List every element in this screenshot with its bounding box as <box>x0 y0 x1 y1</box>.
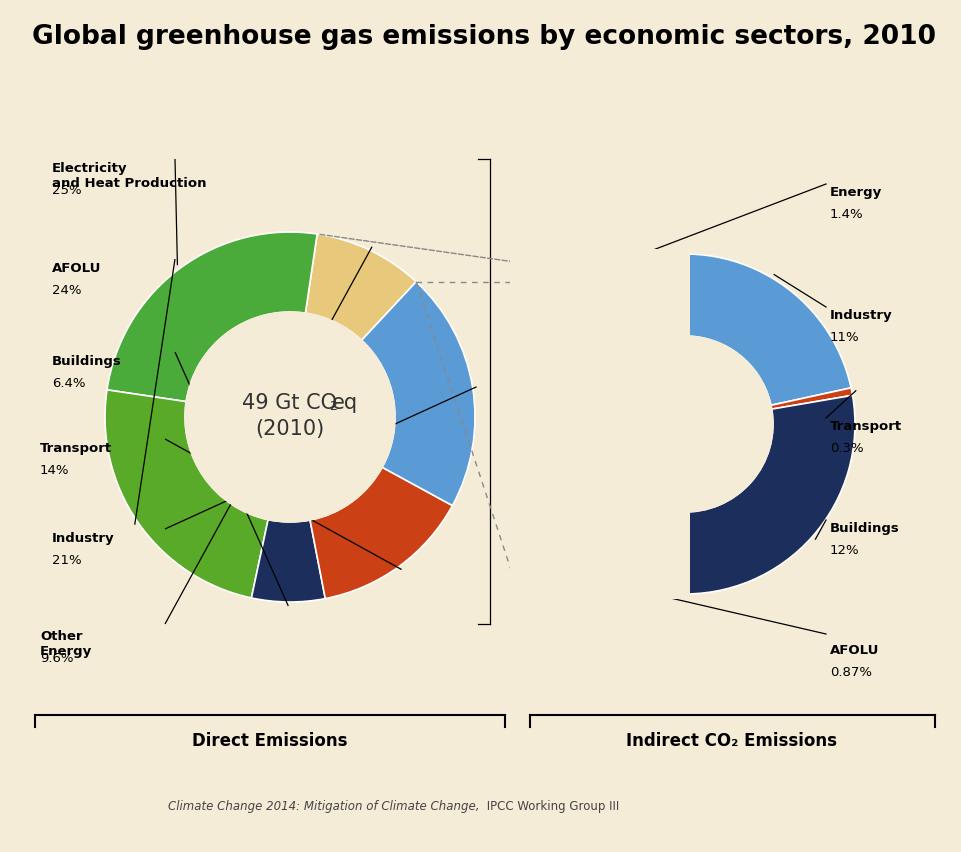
Text: 14%: 14% <box>40 464 69 477</box>
Text: Industry: Industry <box>52 532 114 545</box>
Wedge shape <box>361 282 475 505</box>
Text: Transport: Transport <box>830 420 902 433</box>
Wedge shape <box>678 395 855 594</box>
Text: 21%: 21% <box>52 554 82 567</box>
Text: 24%: 24% <box>52 284 82 297</box>
Text: Indirect CO₂ Emissions: Indirect CO₂ Emissions <box>627 732 837 750</box>
Text: 0.3%: 0.3% <box>830 442 864 455</box>
Wedge shape <box>771 388 852 409</box>
Wedge shape <box>605 261 660 346</box>
Text: (2010): (2010) <box>256 419 325 439</box>
Wedge shape <box>655 510 681 594</box>
Wedge shape <box>107 232 317 401</box>
Text: Energy: Energy <box>830 186 882 199</box>
Text: Global greenhouse gas emissions by economic sectors, 2010: Global greenhouse gas emissions by econo… <box>32 24 936 50</box>
Text: AFOLU: AFOLU <box>830 644 879 657</box>
Circle shape <box>185 312 395 522</box>
Text: 49 Gt CO: 49 Gt CO <box>242 393 337 413</box>
Wedge shape <box>638 254 851 406</box>
Wedge shape <box>306 234 416 340</box>
Text: 11%: 11% <box>830 331 860 344</box>
Text: Buildings: Buildings <box>830 522 899 535</box>
Text: 6.4%: 6.4% <box>52 377 86 390</box>
Text: IPCC Working Group III: IPCC Working Group III <box>483 800 619 813</box>
Text: 2: 2 <box>329 400 337 413</box>
Text: Electricity
and Heat Production: Electricity and Heat Production <box>52 162 207 190</box>
Text: 0.87%: 0.87% <box>830 666 872 679</box>
Text: Industry: Industry <box>830 309 893 322</box>
Wedge shape <box>252 520 326 602</box>
Text: 25%: 25% <box>52 184 82 197</box>
Text: 12%: 12% <box>830 544 860 557</box>
Text: Transport: Transport <box>40 442 112 455</box>
Text: Direct Emissions: Direct Emissions <box>192 732 348 750</box>
Text: 9.6%: 9.6% <box>40 652 73 665</box>
Wedge shape <box>105 390 268 598</box>
Text: eq: eq <box>332 393 358 413</box>
Text: Other
Energy: Other Energy <box>40 630 92 658</box>
Text: Climate Change 2014: Mitigation of Climate Change,: Climate Change 2014: Mitigation of Clima… <box>168 800 480 813</box>
Text: 1.4%: 1.4% <box>830 208 864 221</box>
Text: AFOLU: AFOLU <box>52 262 101 275</box>
Wedge shape <box>310 467 453 599</box>
Text: Buildings: Buildings <box>52 355 122 368</box>
Circle shape <box>597 336 773 512</box>
FancyBboxPatch shape <box>510 249 690 599</box>
